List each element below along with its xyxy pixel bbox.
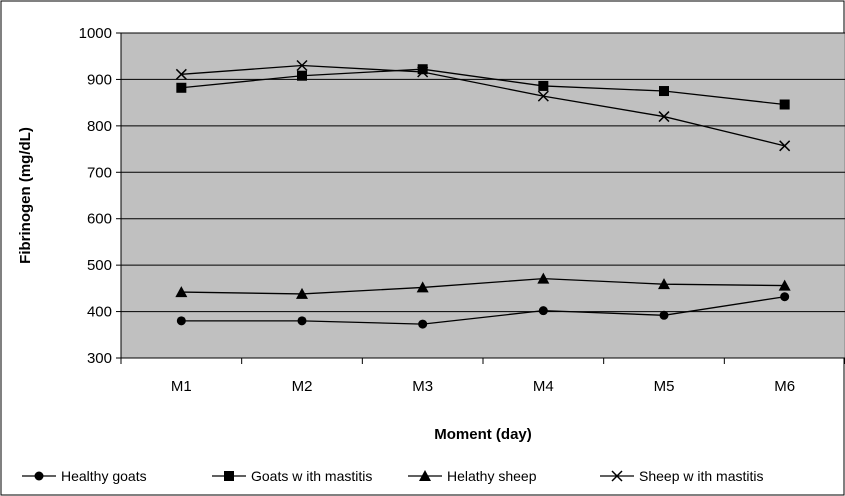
data-point — [658, 278, 670, 290]
data-point — [34, 471, 44, 481]
data-point — [419, 470, 431, 481]
data-point — [538, 80, 549, 91]
legend-item: Helathy sheep — [408, 468, 537, 484]
data-point — [416, 281, 429, 293]
legend-item: Goats w ith mastitis — [212, 468, 372, 484]
y-tick-label: 700 — [87, 164, 112, 181]
y-axis-title: Fibrinogen (mg/dL) — [17, 127, 34, 264]
data-point — [417, 66, 429, 78]
legend-label: Sheep w ith mastitis — [639, 468, 764, 484]
data-point — [537, 272, 550, 284]
data-point — [778, 279, 791, 291]
plot-area — [120, 32, 845, 359]
data-point — [176, 316, 186, 326]
data-point — [779, 140, 791, 152]
x-tick-label: M2 — [292, 378, 313, 395]
y-tick-label: 1000 — [79, 25, 112, 42]
series-group — [176, 292, 790, 329]
data-point — [176, 82, 187, 93]
data-point — [297, 316, 307, 326]
legend-label: Healthy goats — [61, 468, 147, 484]
legend: Healthy goats Goats w ith mastitis Helathy… — [22, 468, 764, 484]
data-point — [658, 111, 670, 123]
series-line — [181, 68, 785, 106]
data-point — [417, 64, 428, 75]
series-group — [175, 272, 791, 299]
x-tick-label: M6 — [774, 378, 795, 395]
y-tick-label: 600 — [87, 211, 112, 228]
x-tick-label: M3 — [412, 378, 433, 395]
legend-label: Goats w ith mastitis — [251, 468, 372, 484]
data-point — [296, 287, 308, 299]
x-tick-label: M4 — [533, 378, 554, 395]
series — [175, 59, 791, 329]
legend-label: Helathy sheep — [447, 468, 537, 484]
y-tick-label: 800 — [87, 118, 112, 135]
x-tick-label: M5 — [654, 378, 675, 395]
data-point — [537, 90, 549, 102]
x-axis-title: Moment (day) — [434, 426, 532, 443]
y-tick-label: 900 — [87, 71, 112, 88]
y-tick-label: 300 — [87, 350, 112, 367]
data-point — [175, 68, 187, 80]
data-point — [659, 86, 669, 97]
axes: 300 400 500 600 700 800 900 1000 M1 M2 M3 M4 M5 M6 — [79, 25, 845, 395]
series-group — [175, 59, 791, 152]
series-line — [181, 64, 785, 147]
data-point — [418, 319, 428, 329]
y-tick-label: 400 — [87, 304, 112, 321]
data-point — [296, 59, 308, 72]
series-line — [181, 296, 785, 325]
data-point — [224, 471, 234, 481]
data-point — [538, 306, 548, 316]
data-point — [175, 286, 188, 298]
y-tick-label: 500 — [87, 257, 112, 274]
data-point — [779, 99, 790, 110]
legend-item: Healthy goats — [22, 468, 147, 484]
legend-item: Sheep w ith mastitis — [600, 468, 764, 484]
data-point — [780, 292, 790, 302]
data-point — [611, 470, 623, 482]
data-point — [297, 70, 307, 81]
data-point — [659, 310, 669, 320]
series-line — [181, 277, 785, 295]
x-tick-label: M1 — [171, 378, 192, 395]
series-group — [176, 64, 790, 110]
